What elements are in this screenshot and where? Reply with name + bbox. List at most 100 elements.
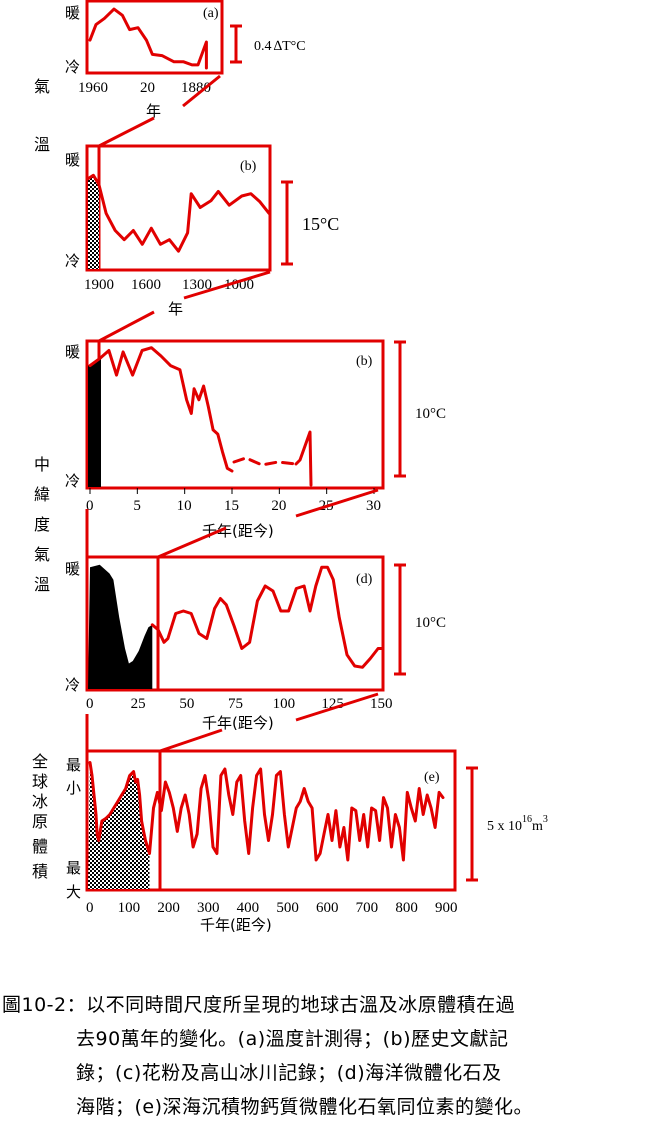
panel-b-history: 暖 冷 (b) 1900 1600 1300 1000 年 15°C xyxy=(65,144,339,318)
panel-b-pollen-shaded-area xyxy=(88,356,101,487)
panel-e-frame xyxy=(85,749,457,892)
panel-b-pollen-xlabel: 千年(距今) xyxy=(202,522,274,540)
panel-d-cold-label: 冷 xyxy=(65,676,80,694)
panel-d-tick-75: 75 xyxy=(228,696,243,712)
panel-e-tick-800: 800 xyxy=(395,900,418,916)
panel-b-pollen-x-ticks: 051015202530 xyxy=(86,488,381,514)
panel-b-pollen-end-spike xyxy=(294,430,313,487)
panel-b-pollen-warm-label: 暖 xyxy=(65,343,80,361)
panel-e-scale-main: 5 x 10 xyxy=(487,819,522,834)
panel-b-history-tick-1300: 1300 xyxy=(182,277,212,293)
panel-b-pollen-label: (b) xyxy=(356,354,373,369)
zoom-connector-c-right xyxy=(295,488,379,518)
panel-b-pollen: 暖 冷 (b) 051015202530 千年(距今) 10°C xyxy=(65,339,446,540)
panel-b-pollen-uncertain-series xyxy=(232,456,298,467)
panel-e-tick-0: 0 xyxy=(86,900,94,916)
panel-e-tick-500: 500 xyxy=(276,900,299,916)
panel-e-tick-700: 700 xyxy=(356,900,379,916)
side-label-midlat-4: 氣 xyxy=(34,545,50,564)
panel-b-history-warm-label: 暖 xyxy=(65,151,80,169)
panel-b-pollen-tick-0: 0 xyxy=(86,498,94,514)
panel-b-pollen-tick-5: 5 xyxy=(133,498,141,514)
panel-d-xlabel: 千年(距今) xyxy=(202,714,274,732)
panel-a-tick-20: 20 xyxy=(140,80,155,96)
panel-e: 最 小 最 大 (e) 0 100 200 300 400 500 600 700 800 900… xyxy=(66,749,548,934)
panel-d-warm-label: 暖 xyxy=(65,560,80,578)
panel-a-scale-main: 0.4 xyxy=(254,39,272,54)
panel-d-tick-50: 50 xyxy=(179,696,194,712)
side-label-ice-3: 冰 xyxy=(32,792,48,811)
panel-d-tick-0: 0 xyxy=(86,696,94,712)
panel-b-history-tick-1900: 1900 xyxy=(84,277,114,293)
panel-b-history-tick-1000: 1000 xyxy=(224,277,254,293)
panel-b-pollen-tick-30: 30 xyxy=(366,498,381,514)
side-label-ice-1: 全 xyxy=(32,752,48,771)
side-label-ice-6: 積 xyxy=(32,862,48,881)
panel-b-history-xlabel: 年 xyxy=(168,300,183,318)
panel-d-tick-25: 25 xyxy=(131,696,146,712)
panel-b-history-cold-label: 冷 xyxy=(65,252,80,270)
panel-a-scale-bar xyxy=(230,24,242,64)
panel-b-history-scale-label: 15°C xyxy=(302,214,339,234)
panel-e-tick-100: 100 xyxy=(118,900,140,916)
panel-b-pollen-scale-bar xyxy=(394,340,406,478)
panel-b-history-frame xyxy=(85,144,272,272)
panel-e-scale-unit-exp: 3 xyxy=(543,814,548,825)
panel-b-history-shaded-area xyxy=(88,175,99,269)
panel-b-pollen-cold-label: 冷 xyxy=(65,472,80,490)
panel-d: 暖 冷 (d) 0 25 50 75 100 125 150 千年(距今) 10°C xyxy=(65,555,446,732)
panel-a-scale-delta: ∆ xyxy=(274,39,283,54)
panel-a-label: (a) xyxy=(203,6,219,21)
caption-line-1: 圖10-2：以不同時間尺度所呈現的地球古溫及冰原體積在過 xyxy=(2,994,516,1016)
panel-d-tick-150: 150 xyxy=(370,696,393,712)
panel-b-pollen-temperature-series xyxy=(88,346,234,473)
panel-d-label: (d) xyxy=(356,572,373,587)
panel-e-label: (e) xyxy=(424,770,440,785)
panel-a-scale-label: 0.4 ∆T°C xyxy=(254,39,306,54)
zoom-connector-d-right xyxy=(295,692,379,722)
panel-b-pollen-frame xyxy=(85,339,385,490)
panel-a-temperature-series xyxy=(88,7,208,70)
panel-e-max-label-1: 最 xyxy=(66,859,81,877)
panel-a: 暖 冷 (a) 1960 20 1880 年 0.4 ∆T°C xyxy=(65,0,306,120)
panel-d-shaded-area xyxy=(88,564,153,689)
side-label-air-temp-1: 氣 xyxy=(34,77,50,96)
panel-e-xlabel: 千年(距今) xyxy=(200,916,272,934)
panel-e-x-ticks: 0 100 200 300 400 500 600 700 800 900 xyxy=(86,900,458,916)
panel-e-scale-label: 5 x 1016m3 xyxy=(487,814,548,834)
panel-e-tick-600: 600 xyxy=(316,900,339,916)
side-label-ice-4: 原 xyxy=(32,812,48,831)
panel-a-tick-1960: 1960 xyxy=(78,80,108,96)
side-label-air-temp-2: 溫 xyxy=(34,135,50,154)
side-label-midlat-1: 中 xyxy=(34,455,50,474)
panel-e-ice-volume-series xyxy=(88,761,445,862)
panel-b-history-scale-bar xyxy=(281,180,293,266)
panel-d-tick-100: 100 xyxy=(273,696,296,712)
panel-b-pollen-scale-label: 10°C xyxy=(415,406,446,422)
panel-d-temperature-series xyxy=(150,565,384,669)
zoom-connector-b-left xyxy=(98,310,155,343)
panel-a-warm-label: 暖 xyxy=(65,4,80,22)
zoom-connector-a-left xyxy=(98,116,155,148)
panel-d-frame xyxy=(85,555,385,692)
panel-a-cold-label: 冷 xyxy=(65,58,80,76)
zoom-connector-b-right xyxy=(183,270,271,300)
figure: 氣 溫 中 緯 度 氣 溫 全 球 冰 原 體 積 暖 冷 (a) 1960 2… xyxy=(32,0,548,934)
caption-line-3: 錄；(c)花粉及高山冰川記錄；(d)海洋微體化石及 xyxy=(76,1062,502,1084)
panel-e-min-label-2: 小 xyxy=(66,779,81,797)
panel-e-tick-300: 300 xyxy=(197,900,220,916)
side-label-midlat-5: 溫 xyxy=(34,575,50,594)
panel-b-history-tick-1600: 1600 xyxy=(131,277,161,293)
panel-b-history-temperature-series xyxy=(86,173,271,253)
panel-e-shaded-area xyxy=(88,762,150,889)
panel-e-tick-200: 200 xyxy=(157,900,180,916)
panel-b-pollen-tick-20: 20 xyxy=(271,498,286,514)
panel-d-scale-bar xyxy=(394,563,406,676)
panel-a-frame xyxy=(85,0,224,75)
panel-e-scale-exp: 16 xyxy=(522,814,532,825)
zoom-connector-a-right xyxy=(182,74,221,108)
panel-e-max-label-2: 大 xyxy=(66,883,81,901)
panel-e-tick-400: 400 xyxy=(237,900,260,916)
zoom-connector-c-mid xyxy=(157,526,227,559)
panel-a-xlabel: 年 xyxy=(146,102,161,120)
